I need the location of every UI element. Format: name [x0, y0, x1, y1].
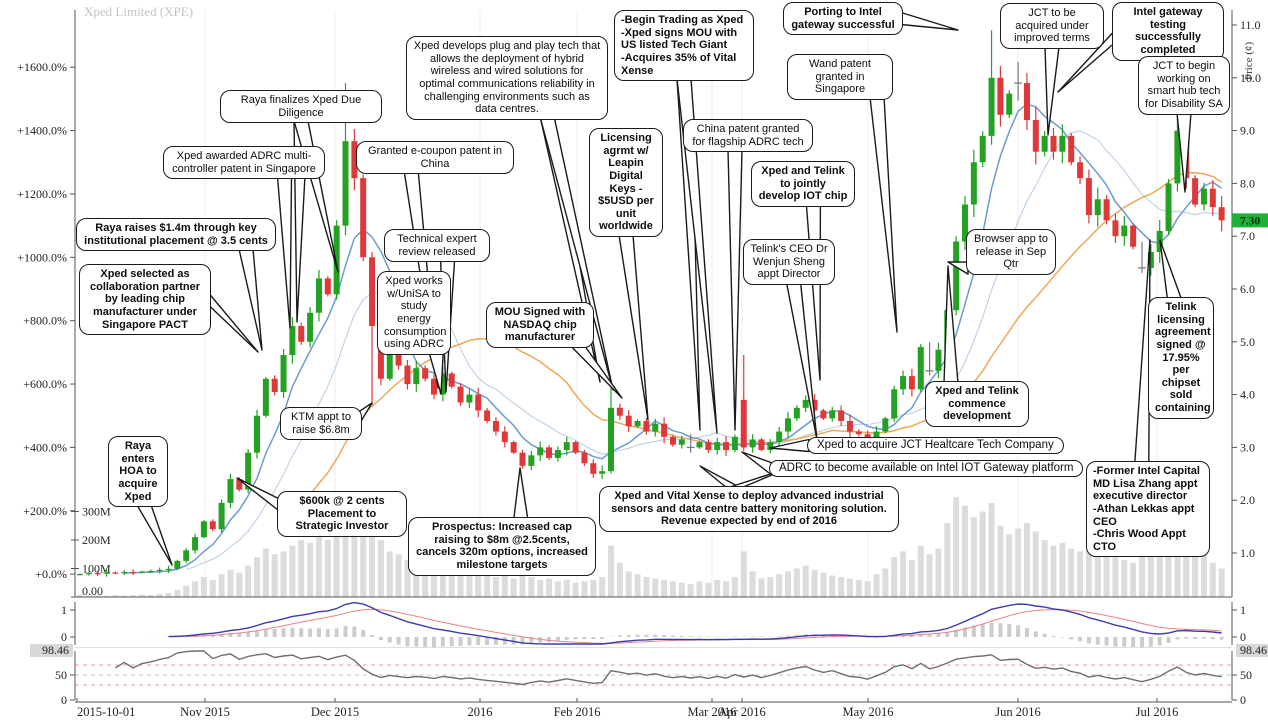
- price-axis-title: Price (¢): [1243, 41, 1255, 80]
- time-axis: 2015-10-01 Nov 2015 Dec 2015 2016 Feb 2016 Ma…: [75, 698, 1232, 719]
- callout-begin-trading: -Begin Trading as Xped -Xped signs MOU w…: [614, 10, 754, 82]
- svg-text:+1600.0%: +1600.0%: [17, 60, 67, 74]
- svg-text:98.46: 98.46: [1240, 643, 1267, 657]
- callout-vital-xense-deploy: Xped and Vital Xense to deploy advanced …: [599, 486, 899, 532]
- svg-text:+1200.0%: +1200.0%: [17, 187, 67, 201]
- callout-intel-testing: Intel gateway testing successfully compl…: [1112, 2, 1224, 61]
- callout-xped-selected: Xped selected as collaboration partner b…: [79, 264, 211, 336]
- callout-mou-nasdaq: MOU Signed with NASDAQ chip manufacturer: [486, 302, 594, 348]
- callout-jct-healthcare: Xped to acquire JCT Healtcare Tech Compa…: [807, 437, 1064, 455]
- svg-text:2016: 2016: [468, 705, 493, 719]
- svg-text:9.0: 9.0: [1240, 124, 1255, 138]
- svg-text:May 2016: May 2016: [842, 705, 893, 719]
- svg-text:+800.0%: +800.0%: [23, 314, 67, 328]
- callout-tech-review: Technical expert review released: [384, 229, 490, 263]
- price-axis-labels: 11.0 10.0 9.0 8.0 7.0 6.0 5.0 4.0 3.0 2.0 1.0: [1232, 18, 1261, 560]
- callout-raya-raises: Raya raises $1.4m through key institutio…: [76, 218, 276, 252]
- callout-unisa-study: Xped works w/UniSA to study energy consu…: [377, 271, 451, 355]
- svg-text:Nov 2015: Nov 2015: [180, 705, 230, 719]
- svg-text:5.0: 5.0: [1240, 335, 1255, 349]
- svg-text:2015-10-01: 2015-10-01: [77, 705, 135, 719]
- svg-text:4.0: 4.0: [1240, 388, 1255, 402]
- callout-adrc-intel-gateway: ADRC to become available on Intel IOT Ga…: [769, 460, 1084, 478]
- callout-raya-hoa: Raya enters HOA to acquire Xped: [108, 436, 168, 508]
- svg-text:1.0: 1.0: [1240, 546, 1255, 560]
- svg-text:0: 0: [1240, 693, 1246, 707]
- svg-text:Mar 2016: Mar 2016: [688, 705, 737, 719]
- callout-prospectus: Prospectus: Increased cap raising to $8m…: [408, 517, 596, 576]
- svg-text:2.0: 2.0: [1240, 493, 1255, 507]
- svg-text:Feb 2016: Feb 2016: [554, 705, 601, 719]
- svg-text:+200.0%: +200.0%: [23, 504, 67, 518]
- callout-ktm-appt: KTM appt to raise $6.8m: [280, 407, 362, 441]
- callout-ecoupon-patent: Granted e-coupon patent in China: [356, 141, 514, 175]
- callout-china-patent: China patent granted for flagship ADRC t…: [683, 119, 813, 153]
- svg-text:98.46: 98.46: [42, 643, 69, 657]
- callout-jct-smart-hub: JCT to begin working on smart hub tech f…: [1138, 56, 1230, 115]
- svg-text:Dec 2015: Dec 2015: [311, 705, 359, 719]
- svg-text:Jun 2016: Jun 2016: [995, 705, 1041, 719]
- last-price-tag: 7.30: [1232, 213, 1268, 228]
- svg-text:+600.0%: +600.0%: [23, 377, 67, 391]
- svg-text:50: 50: [55, 668, 67, 682]
- svg-text:50: 50: [1240, 668, 1252, 682]
- chart-title: Xped Limited (XPE): [84, 4, 194, 19]
- svg-text:6.0: 6.0: [1240, 282, 1255, 296]
- svg-text:1: 1: [61, 603, 67, 617]
- svg-text:100M: 100M: [82, 562, 111, 576]
- svg-text:1: 1: [1240, 603, 1246, 617]
- callout-board-appointments: -Former Intel Capital MD Lisa Zhang appt…: [1086, 461, 1210, 558]
- svg-text:200M: 200M: [82, 533, 111, 547]
- callout-adrc-patent-singapore: Xped awarded ADRC multi-controller paten…: [163, 146, 325, 180]
- volume-bars: [77, 497, 1225, 597]
- svg-text:+400.0%: +400.0%: [23, 440, 67, 454]
- callout-raya-finalizes: Raya finalizes Xped Due Diligence: [220, 90, 382, 124]
- svg-text:10.0: 10.0: [1240, 71, 1261, 85]
- svg-text:0: 0: [61, 630, 67, 644]
- callout-porting-intel: Porting to Intel gateway successful: [783, 2, 903, 36]
- svg-text:Jul 2016: Jul 2016: [1136, 705, 1179, 719]
- callout-placement-600k: $600k @ 2 cents Placement to Strategic I…: [277, 491, 407, 537]
- callout-telink-commence: Xped and Telink commence development: [925, 381, 1029, 427]
- svg-text:0.00: 0.00: [82, 584, 103, 598]
- svg-text:0: 0: [1240, 630, 1246, 644]
- callout-plug-and-play: Xped develops plug and play tech that al…: [406, 36, 608, 120]
- svg-text:+1400.0%: +1400.0%: [17, 124, 67, 138]
- callout-wand-patent: Wand patent granted in Singapore: [787, 54, 893, 100]
- callout-browser-app: Browser app to release in Sep Qtr: [966, 229, 1056, 275]
- svg-text:300M: 300M: [82, 505, 111, 519]
- svg-text:3.0: 3.0: [1240, 440, 1255, 454]
- rsi-panel: 98.46 98.46 50 50 0 0: [30, 643, 1268, 707]
- callout-telink-ceo: Telink's CEO Dr Wenjun Sheng appt Direct…: [743, 239, 835, 285]
- callout-leapin-licensing: Licensing agrmt w/ Leapin Digital Keys -…: [589, 128, 663, 238]
- macd-panel: 1 1 0 0: [61, 601, 1246, 648]
- main-axes: [74, 10, 1233, 598]
- svg-text:7.0: 7.0: [1240, 229, 1255, 243]
- svg-text:+1000.0%: +1000.0%: [17, 250, 67, 264]
- callout-jct-acquired: JCT to be acquired under improved terms: [1000, 3, 1104, 49]
- callout-tails: [136, 11, 1192, 566]
- callout-telink-iot-chip: Xped and Telink to jointly develop IOT c…: [751, 161, 855, 207]
- svg-text:0: 0: [61, 693, 67, 707]
- svg-text:11.0: 11.0: [1240, 18, 1261, 32]
- svg-text:8.0: 8.0: [1240, 176, 1255, 190]
- svg-text:7.30: 7.30: [1240, 215, 1260, 227]
- percent-axis-labels: +1600.0% +1400.0% +1200.0% +1000.0% +800.0% +…: [17, 60, 75, 581]
- volume-axis-labels: 300M 200M 100M 0.00: [71, 505, 111, 598]
- svg-text:Apr 2016: Apr 2016: [718, 705, 766, 719]
- candlesticks: [77, 30, 1225, 577]
- svg-text:+0.0%: +0.0%: [35, 567, 67, 581]
- callout-telink-licensing: Telink licensing agreement signed @ 17.9…: [1148, 297, 1214, 419]
